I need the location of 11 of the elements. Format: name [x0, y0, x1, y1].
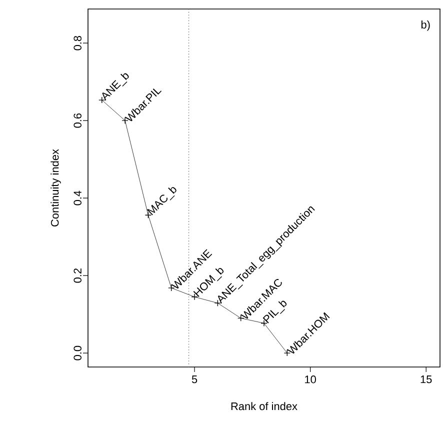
y-tick-label: 0.2: [74, 268, 82, 283]
y-axis-title: Continuity index: [50, 149, 61, 226]
y-tick-label: 0.0: [74, 346, 82, 360]
annotation: b): [421, 20, 430, 31]
y-tick-label: 0.8: [74, 36, 82, 50]
y-tick-label: 0.4: [74, 190, 82, 206]
y-tick-label: 0.6: [74, 113, 82, 128]
x-tick-label: 5: [192, 376, 198, 384]
x-axis-title: Rank of index: [231, 402, 298, 410]
x-tick-label: 15: [420, 376, 432, 384]
x-tick-label: 10: [305, 376, 316, 384]
